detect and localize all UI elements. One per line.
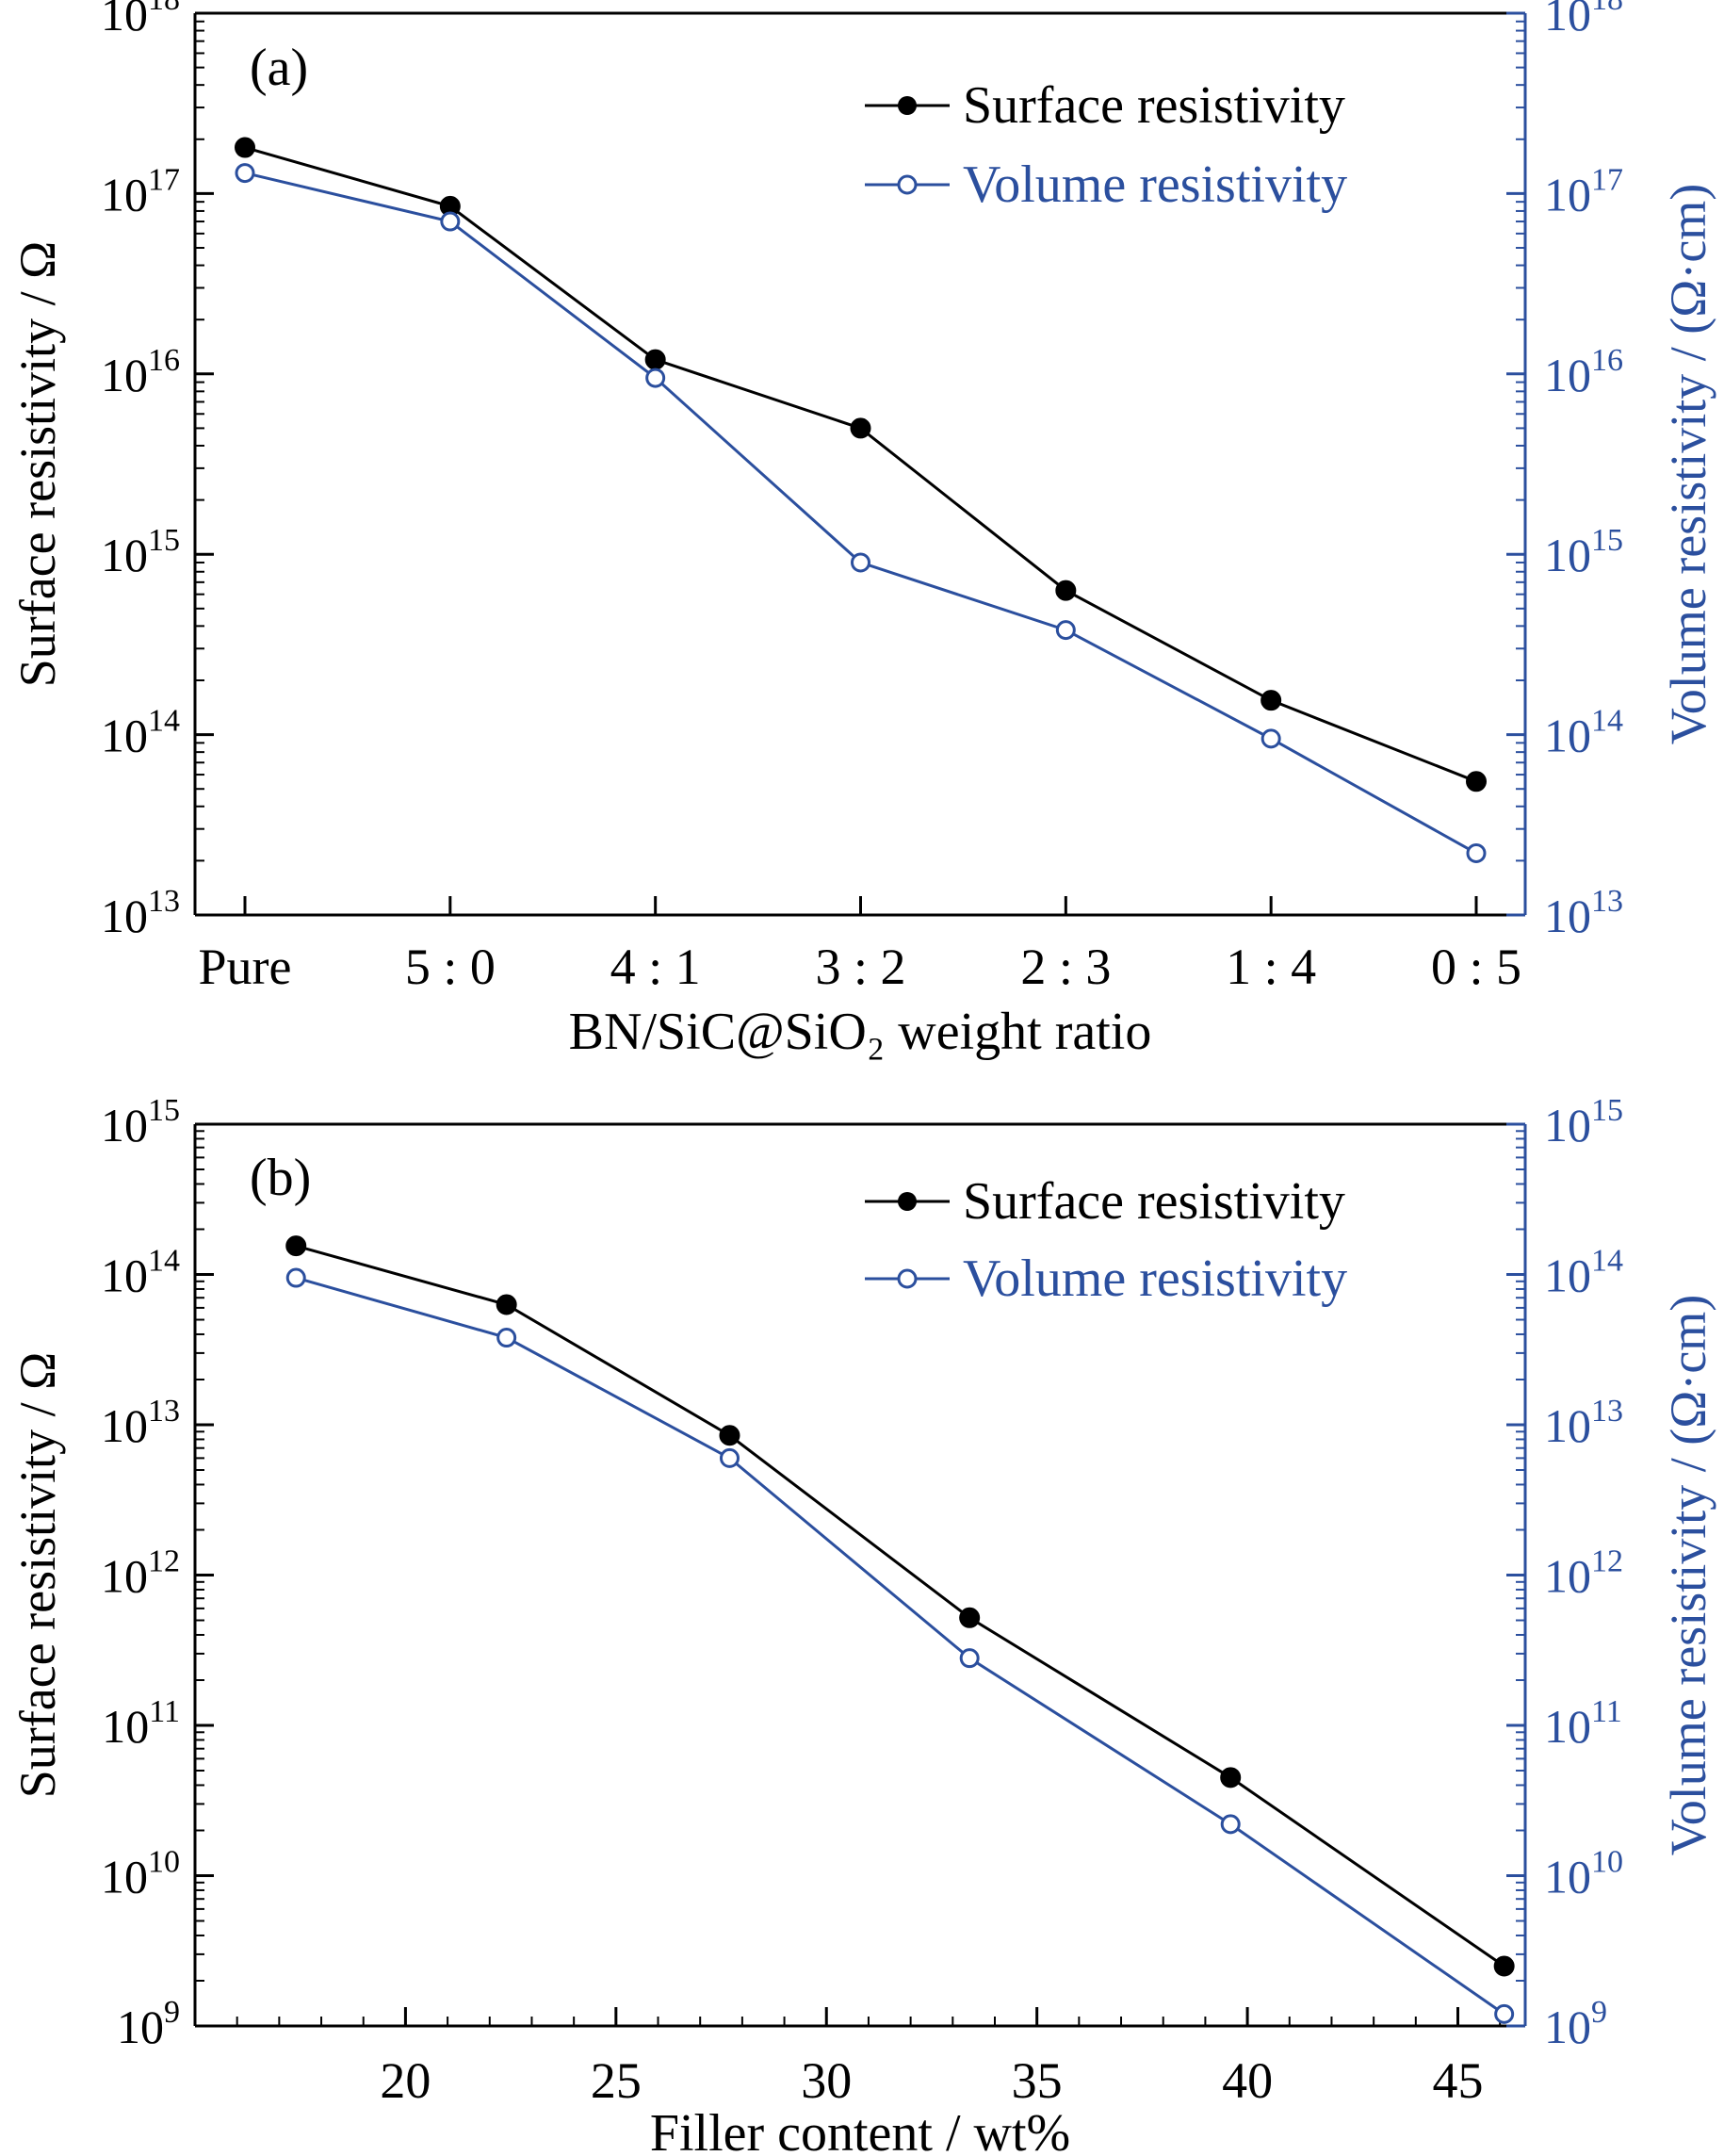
left-y-tick-label: 1010 — [101, 1845, 180, 1903]
surface-resistivity-point — [850, 417, 871, 439]
left-y-tick-label: 1017 — [101, 162, 180, 220]
right-y-tick-label: 1016 — [1544, 343, 1623, 401]
volume-resistivity-line — [295, 1276, 1505, 2016]
right-y-tick-label: 1017 — [1544, 162, 1623, 220]
surface-resistivity-point — [496, 1294, 517, 1315]
legend-marker — [897, 1268, 918, 1289]
left-y-tick-label: 1015 — [101, 1093, 180, 1152]
legend-label: Surface resistivity — [963, 76, 1345, 135]
left-y-tick-label: 1013 — [101, 884, 180, 942]
right-y-tick-label: 1014 — [1544, 1244, 1623, 1302]
volume-resistivity-point — [645, 368, 666, 388]
right-y-tick-label: 1015 — [1544, 1093, 1623, 1152]
volume-resistivity-point — [1055, 620, 1076, 641]
left-y-tick-label: 1014 — [101, 704, 180, 762]
left-y-axis-title: Surface resistivity / Ω — [9, 241, 66, 688]
legend-marker — [897, 174, 918, 195]
legend-label: Volume resistivity — [963, 1250, 1347, 1308]
surface-resistivity-point — [1466, 771, 1487, 792]
surface-resistivity-point — [235, 137, 255, 158]
left-y-axis-title: Surface resistivity / Ω — [9, 1352, 66, 1799]
surface-resistivity-point — [1260, 690, 1282, 711]
surface-resistivity-point — [1220, 1767, 1242, 1788]
x-tick-label: 20 — [380, 2052, 431, 2109]
volume-resistivity-point — [440, 211, 461, 232]
x-tick-label: 1 : 4 — [1226, 939, 1316, 995]
volume-resistivity-line — [244, 172, 1477, 855]
volume-resistivity-point — [285, 1267, 306, 1288]
x-tick-label: 0 : 5 — [1431, 939, 1521, 995]
x-tick-label: 25 — [591, 2052, 642, 2109]
surface-resistivity-point — [644, 349, 666, 370]
right-y-axis-title: Volume resistivity / (Ω·cm) — [1660, 1295, 1716, 1856]
x-tick-label: 5 : 0 — [405, 939, 496, 995]
panel-label: (a) — [250, 39, 308, 97]
panel-label: (b) — [250, 1149, 311, 1207]
legend-marker — [898, 1192, 917, 1211]
left-y-tick-label: 1011 — [102, 1694, 180, 1753]
surface-resistivity-point — [959, 1607, 981, 1628]
right-y-tick-label: 1010 — [1544, 1845, 1623, 1903]
volume-resistivity-point — [719, 1447, 740, 1468]
legend-label: Surface resistivity — [963, 1172, 1345, 1231]
surface-resistivity-line — [295, 1244, 1505, 1968]
left-y-tick-label: 1014 — [101, 1244, 180, 1302]
volume-resistivity-point — [959, 1648, 980, 1669]
volume-resistivity-point — [235, 163, 255, 184]
surface-resistivity-line — [244, 146, 1477, 783]
right-y-tick-label: 1013 — [1544, 1394, 1623, 1452]
x-tick-label: 35 — [1012, 2052, 1063, 2109]
surface-resistivity-point — [285, 1235, 307, 1257]
right-y-tick-label: 1014 — [1544, 704, 1623, 762]
right-y-tick-label: 1015 — [1544, 523, 1623, 581]
volume-resistivity-point — [1220, 1814, 1241, 1835]
volume-resistivity-point — [1260, 728, 1281, 749]
x-tick-label: Pure — [199, 939, 292, 995]
surface-resistivity-point — [1055, 580, 1077, 601]
left-y-tick-label: 1015 — [101, 523, 180, 581]
right-y-tick-label: 1018 — [1544, 0, 1623, 41]
left-y-tick-label: 1018 — [101, 0, 180, 41]
chart-panel-a: 1013 1014 1015 1016 1017 1018 1013 1014 1015 1016… — [9, 0, 1716, 1061]
volume-resistivity-point — [1466, 842, 1487, 863]
chart-panel-b: 109 1010 1011 1012 1013 1014 1015 109 1010 1011 10… — [9, 1093, 1716, 2156]
right-y-tick-label: 1011 — [1544, 1694, 1622, 1753]
right-y-tick-label: 1013 — [1544, 884, 1623, 942]
left-y-tick-label: 1012 — [101, 1544, 180, 1603]
x-tick-label: 3 : 2 — [815, 939, 905, 995]
volume-resistivity-point — [496, 1328, 517, 1348]
right-y-tick-label: 1012 — [1544, 1544, 1623, 1603]
x-axis-title: Filler content / wt% — [650, 2104, 1070, 2156]
volume-resistivity-point — [851, 552, 870, 573]
left-y-tick-label: 109 — [117, 1995, 180, 2053]
left-y-tick-label: 1013 — [101, 1394, 180, 1452]
surface-resistivity-point — [719, 1425, 740, 1446]
x-tick-label: 2 : 3 — [1020, 939, 1111, 995]
left-y-tick-label: 1016 — [101, 343, 180, 401]
x-tick-label: 30 — [801, 2052, 852, 2109]
x-tick-label: 4 : 1 — [610, 939, 701, 995]
volume-resistivity-point — [1494, 2003, 1515, 2024]
legend-marker — [898, 96, 917, 115]
surface-resistivity-point — [1493, 1955, 1515, 1977]
legend-label: Volume resistivity — [963, 155, 1347, 214]
x-tick-label: 45 — [1433, 2052, 1484, 2109]
right-y-tick-label: 109 — [1544, 1995, 1607, 2053]
x-axis-title: BN/SiC@SiO₂ weight ratio — [569, 1003, 1152, 1061]
x-tick-label: 40 — [1222, 2052, 1273, 2109]
right-y-axis-title: Volume resistivity / (Ω·cm) — [1660, 184, 1716, 745]
